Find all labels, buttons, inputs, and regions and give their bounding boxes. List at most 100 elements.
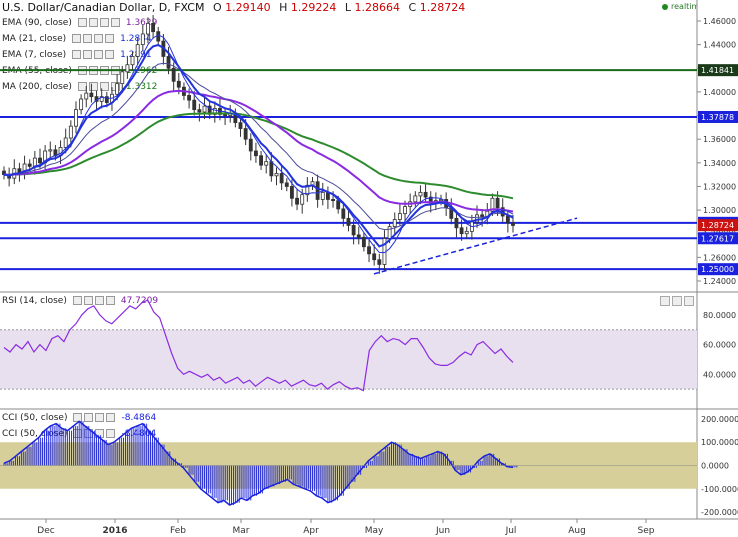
close-label: C [408,1,417,14]
realtime-label: realtime [671,2,705,11]
candle-body [38,157,42,164]
chart-header: U.S. Dollar/Canadian Dollar, D, FXCM O 1… [2,1,465,15]
y-tick-label: 1.30000 [703,206,736,215]
x-tick-label: 2016 [102,526,127,536]
level-price-label: 1.25000 [701,265,734,274]
indicator-value: 1.3312 [125,82,158,92]
close-icon[interactable] [105,34,115,43]
move-up-icon[interactable] [672,296,682,306]
cci-tick-label: -200.0000 [701,508,738,517]
rsi-header[interactable]: RSI (14, close) 47.7209 [2,294,158,308]
candle-body [454,217,459,229]
indicator-label: MA (21, close) [2,34,67,44]
rsi-line [3,299,514,392]
x-tick-label: Jul [505,526,517,536]
close-icon[interactable] [106,413,116,422]
candle-body [284,182,289,187]
x-tick-label: May [365,526,384,536]
candle-body [459,227,464,235]
eye-icon[interactable] [73,429,83,438]
candle-body [84,92,89,100]
ema7-line [3,34,514,254]
rsi-band [0,329,697,390]
cci-tick-label: -100.0000 [701,485,738,494]
candle-body [156,31,161,42]
close-icon[interactable] [105,296,115,305]
indicator-ma21[interactable]: MA (21, close) 1.2884 [2,32,152,46]
candle-body [264,161,269,166]
add-icon[interactable] [99,82,109,91]
candle-body [120,71,125,85]
candle-body [89,92,94,98]
candle-body [99,96,104,102]
eye-icon[interactable] [77,18,87,27]
ma21-line [3,43,514,248]
add-icon[interactable] [94,50,104,59]
chart-symbol[interactable]: U.S. Dollar/Canadian Dollar, D, FXCM [2,1,205,14]
cci-label: CCI (50, close) [2,429,68,439]
indicator-controls [72,48,116,62]
close-icon[interactable] [105,50,115,59]
candle-body [27,163,32,167]
move-down-icon[interactable] [684,296,694,306]
settings-icon[interactable] [88,18,98,27]
candle-body [403,206,407,215]
indicator-controls [73,411,117,425]
candle-body [135,44,140,57]
cci-header-1[interactable]: CCI (50, close) -8.4864 [2,411,156,425]
candle-body [17,168,22,173]
candle-body [79,98,84,111]
candle-body [495,197,500,209]
add-icon[interactable] [99,18,109,27]
level-price-tag [698,263,738,276]
close-icon[interactable] [110,18,120,27]
x-tick-label: Mar [233,526,250,536]
candle-body [418,191,423,197]
add-icon[interactable] [94,34,104,43]
indicator-ema90[interactable]: EMA (90, close) 1.3629 [2,16,157,30]
y-tick-label: 1.32000 [703,182,736,191]
eye-icon[interactable] [72,296,82,305]
settings-icon[interactable] [83,34,93,43]
settings-icon[interactable] [83,50,93,59]
y-tick-label: 1.26000 [703,253,736,262]
x-tick-label: Dec [37,526,54,536]
candle-body [367,246,371,255]
candle-body [315,181,320,200]
cci-label: CCI (50, close) [2,413,68,423]
level-price-tag [698,64,738,77]
candle-body [197,109,202,113]
candle-body [171,67,176,82]
candle-body [397,213,402,220]
candle-body [387,226,392,239]
cci-line [3,420,514,506]
eye-icon[interactable] [72,50,82,59]
candle-body [490,197,495,212]
candle-body [439,199,443,202]
maximize-icon[interactable] [660,296,670,306]
candle-body [32,157,37,167]
close-icon[interactable] [106,429,116,438]
candle-body [475,214,479,223]
candle-body [346,217,351,226]
level-price-label: 1.27617 [701,234,734,243]
eye-icon[interactable] [72,34,82,43]
settings-icon[interactable] [84,413,94,422]
x-tick-label: Sep [638,526,655,536]
x-tick-label: Aug [568,526,586,536]
add-icon[interactable] [95,413,105,422]
low-label: L [344,1,352,14]
settings-icon[interactable] [88,82,98,91]
add-icon[interactable] [94,296,104,305]
candle-body [202,105,207,113]
candle-body [130,56,135,66]
ema55-line [3,62,514,231]
candle-body [254,150,258,157]
indicator-label: EMA (90, close) [2,18,72,28]
candle-body [259,155,263,166]
settings-icon[interactable] [83,296,93,305]
realtime-badge: realtime [662,2,704,11]
level-price-tag [698,232,738,245]
ma200-line [3,112,514,200]
